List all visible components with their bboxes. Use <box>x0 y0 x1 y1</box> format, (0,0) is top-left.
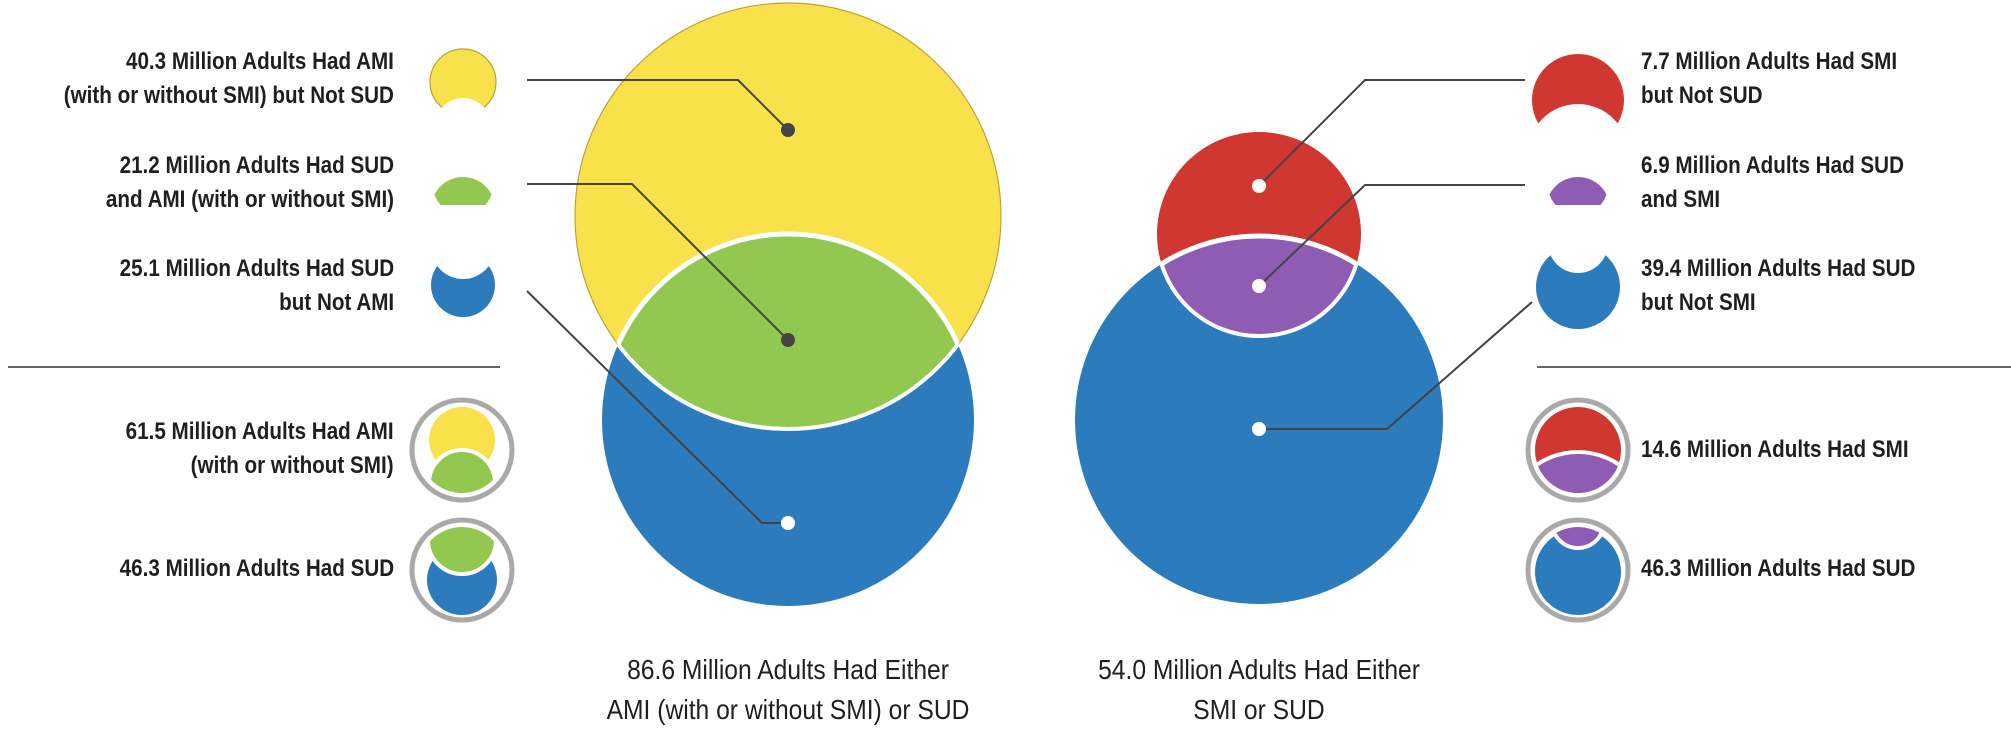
green-lens-icon <box>430 153 496 217</box>
label-sud-not-ami: 25.1 Million Adults Had SUD but Not AMI <box>120 252 394 320</box>
label-line: but Not SUD <box>1641 82 1763 109</box>
sud-total-icon <box>1525 517 1631 623</box>
caption-line: 54.0 Million Adults Had Either <box>1098 654 1420 685</box>
leader-dot <box>781 333 795 347</box>
blue-crescent-icon <box>431 215 495 317</box>
label-smi-not-sud: 7.7 Million Adults Had SMI but Not SUD <box>1641 45 1897 113</box>
label-line: and SMI <box>1641 186 1721 213</box>
yellow-crescent-icon <box>429 48 497 154</box>
label-line: 61.5 Million Adults Had AMI <box>126 418 394 445</box>
label-line: 39.4 Million Adults Had SUD <box>1641 255 1916 282</box>
blue-crescent-icon <box>1536 213 1620 329</box>
label-line: 46.3 Million Adults Had SUD <box>119 555 394 582</box>
label-line: 21.2 Million Adults Had SUD <box>119 152 394 179</box>
label-sud-and-smi: 6.9 Million Adults Had SUD and SMI <box>1641 149 1904 217</box>
label-line: (with or without SMI) <box>191 452 394 479</box>
label-line: 6.9 Million Adults Had SUD <box>1641 152 1904 179</box>
caption-line: 86.6 Million Adults Had Either <box>627 654 949 685</box>
caption-line: AMI (with or without SMI) or SUD <box>606 694 970 725</box>
leader-dot <box>1252 179 1266 193</box>
label-line: and AMI (with or without SMI) <box>105 186 394 213</box>
ami-total-icon <box>409 397 515 503</box>
label-line: 7.7 Million Adults Had SMI <box>1641 48 1898 75</box>
label-sud-and-ami: 21.2 Million Adults Had SUD and AMI (wit… <box>106 149 394 217</box>
purple-lens-icon <box>1544 153 1612 217</box>
label-line: 46.3 Million Adults Had SUD <box>1641 555 1916 582</box>
label-line: (with or without SMI) but Not SUD <box>63 82 394 109</box>
leader-lines-right <box>1258 79 1533 430</box>
smi-sud-venn <box>1075 132 1443 604</box>
leader-dot <box>1252 279 1266 293</box>
label-line: 14.6 Million Adults Had SMI <box>1641 436 1909 463</box>
label-line: but Not AMI <box>278 289 394 316</box>
ami-sud-venn <box>574 2 1002 606</box>
leader-dot <box>781 123 795 137</box>
label-ami-not-sud: 40.3 Million Adults Had AMI (with or wit… <box>64 45 394 113</box>
label-sud-not-smi: 39.4 Million Adults Had SUD but Not SMI <box>1641 252 1915 320</box>
label-line: 25.1 Million Adults Had SUD <box>119 255 394 282</box>
label-line: 40.3 Million Adults Had AMI <box>126 48 395 75</box>
label-line: but Not SMI <box>1641 289 1756 316</box>
leader-lines-left <box>526 79 789 524</box>
caption-line: SMI or SUD <box>1193 694 1325 725</box>
sud-circle-right <box>1075 236 1443 604</box>
label-sud-total-right: 46.3 Million Adults Had SUD <box>1641 552 1915 586</box>
label-smi-total: 14.6 Million Adults Had SMI <box>1641 433 1909 467</box>
leader-dot <box>1252 422 1266 436</box>
label-ami-total: 61.5 Million Adults Had AMI (with or wit… <box>126 415 394 483</box>
sud-total-icon <box>409 517 515 623</box>
label-sud-total-left: 46.3 Million Adults Had SUD <box>120 552 394 586</box>
leader-dot <box>781 516 795 530</box>
